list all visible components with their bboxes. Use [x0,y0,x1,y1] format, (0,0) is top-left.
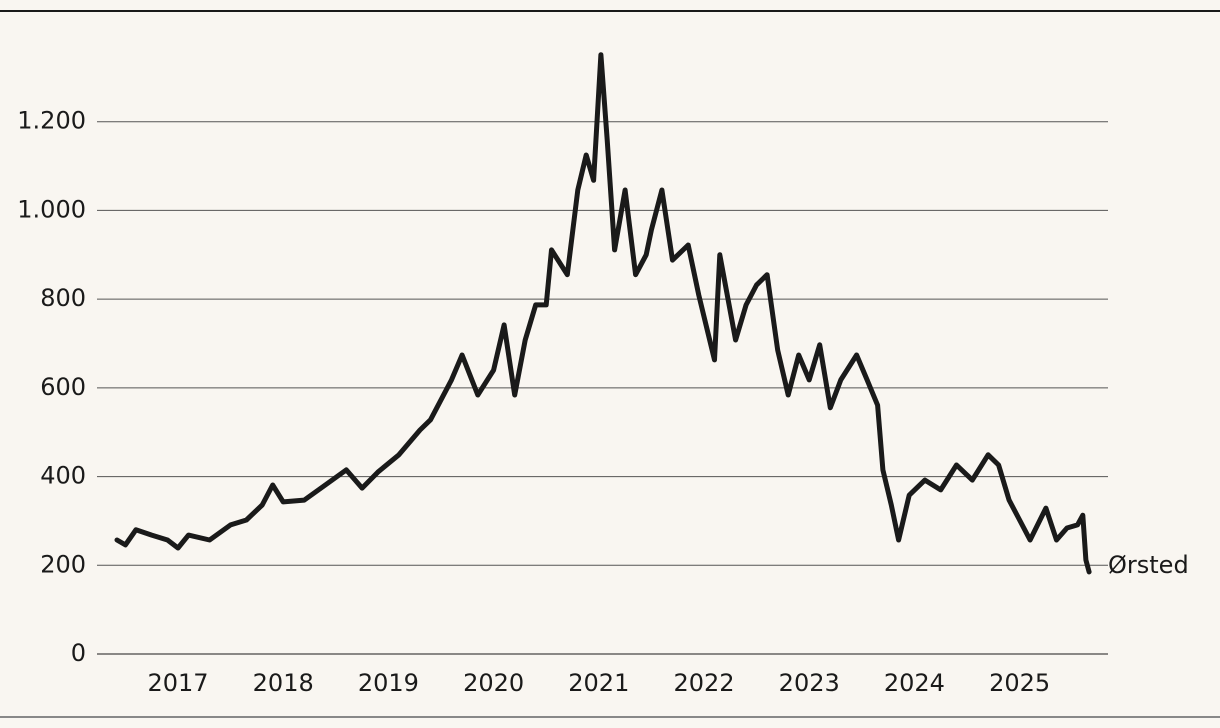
x-tick-label: 2020 [463,669,524,697]
y-tick-label: 0 [71,639,86,667]
y-tick-label: 800 [40,284,86,312]
y-tick-label: 1.200 [17,107,86,135]
y-tick-label: 200 [40,550,86,578]
x-tick-label: 2022 [673,669,734,697]
x-tick-label: 2019 [358,669,419,697]
x-tick-label: 2018 [253,669,314,697]
series-label: Ørsted [1108,551,1189,579]
y-tick-label: 1.000 [17,195,86,223]
x-tick-label: 2021 [568,669,629,697]
x-tick-label: 2025 [989,669,1050,697]
x-tick-label: 2024 [884,669,945,697]
y-tick-label: 600 [40,373,86,401]
y-tick-label: 400 [40,462,86,490]
x-tick-label: 2023 [779,669,840,697]
x-tick-label: 2017 [147,669,208,697]
price-line [114,52,1092,575]
